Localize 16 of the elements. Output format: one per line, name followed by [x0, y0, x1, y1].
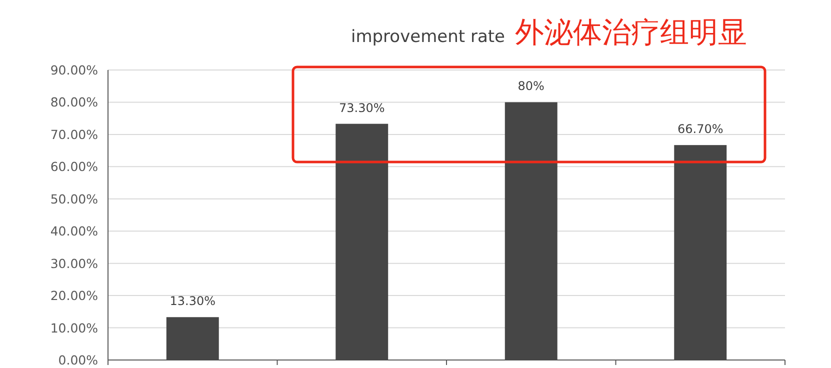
y-tick-label: 40.00%: [50, 224, 98, 239]
y-tick-label: 50.00%: [50, 191, 98, 206]
data-label: 66.70%: [677, 122, 724, 136]
y-tick-label: 20.00%: [50, 288, 98, 304]
chart-title: improvement rate: [350, 27, 505, 47]
y-tick-label: 90.00%: [50, 62, 98, 78]
data-label: 73.30%: [338, 100, 385, 115]
y-tick-label: 0.00%: [58, 352, 98, 368]
y-tick-label: 60.00%: [50, 159, 98, 174]
y-tick-label: 30.00%: [50, 256, 98, 271]
data-label: 80%: [518, 79, 544, 94]
data-label: 13.30%: [170, 294, 216, 308]
y-tick-label: 10.00%: [50, 320, 98, 336]
text: 外泌体治疗组明显: [515, 15, 747, 49]
y-tick-label: 80.00%: [50, 94, 98, 110]
y-tick-label: 70.00%: [50, 126, 98, 142]
